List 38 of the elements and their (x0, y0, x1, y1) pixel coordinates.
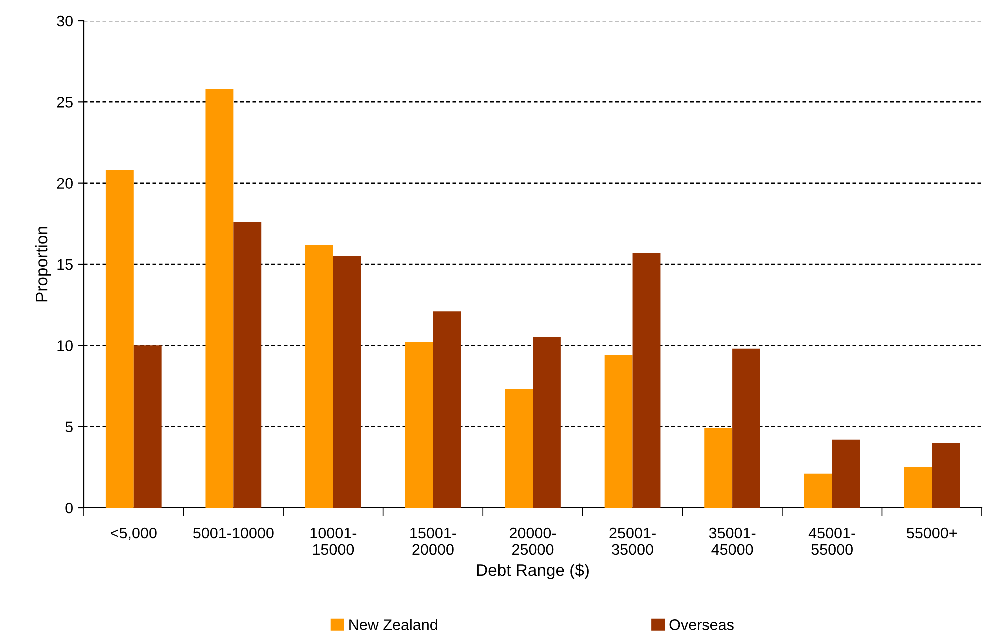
x-tick-label: 20000- 25000 (510, 528, 556, 556)
legend-label: Overseas (670, 620, 734, 630)
x-tick-label: 55000+ (907, 528, 958, 539)
bar (832, 440, 860, 508)
x-tick-label: 15001- 20000 (410, 528, 456, 556)
x-tick-label: 25001- 35000 (610, 528, 656, 556)
x-tick-label: <5,000 (111, 528, 157, 540)
bar (206, 89, 234, 508)
x-tick-label: 10001- 15000 (310, 528, 357, 556)
x-tick-label: 35001- 45000 (709, 528, 756, 556)
y-tick-label: 15 (58, 260, 73, 270)
bar (632, 253, 661, 508)
bar (533, 338, 561, 508)
bar (306, 245, 334, 508)
y-tick-label: 0 (66, 502, 73, 514)
bar (604, 355, 633, 508)
bar (804, 474, 832, 508)
bar (732, 348, 760, 508)
bar (932, 443, 960, 508)
y-tick-label: 30 (57, 16, 73, 27)
x-axis-title: Debt Range ($) (477, 564, 589, 580)
x-tick-label: 5001-10000 (194, 528, 274, 539)
bar (433, 312, 462, 508)
bar (505, 389, 533, 508)
bar (134, 346, 162, 508)
x-tick-label: 45001- 55000 (808, 528, 856, 556)
y-tick-label: 20 (57, 178, 73, 190)
y-tick-label: 5 (66, 422, 73, 433)
bar (405, 342, 434, 508)
bar (704, 428, 733, 508)
legend-label: New Zealand (350, 619, 438, 630)
y-tick-label: 25 (57, 97, 73, 108)
y-tick-label: 10 (58, 340, 73, 352)
bar (333, 256, 362, 508)
bar (106, 170, 134, 508)
bar (234, 222, 262, 508)
bar (904, 467, 932, 508)
y-axis-title: Proportion (36, 227, 52, 302)
